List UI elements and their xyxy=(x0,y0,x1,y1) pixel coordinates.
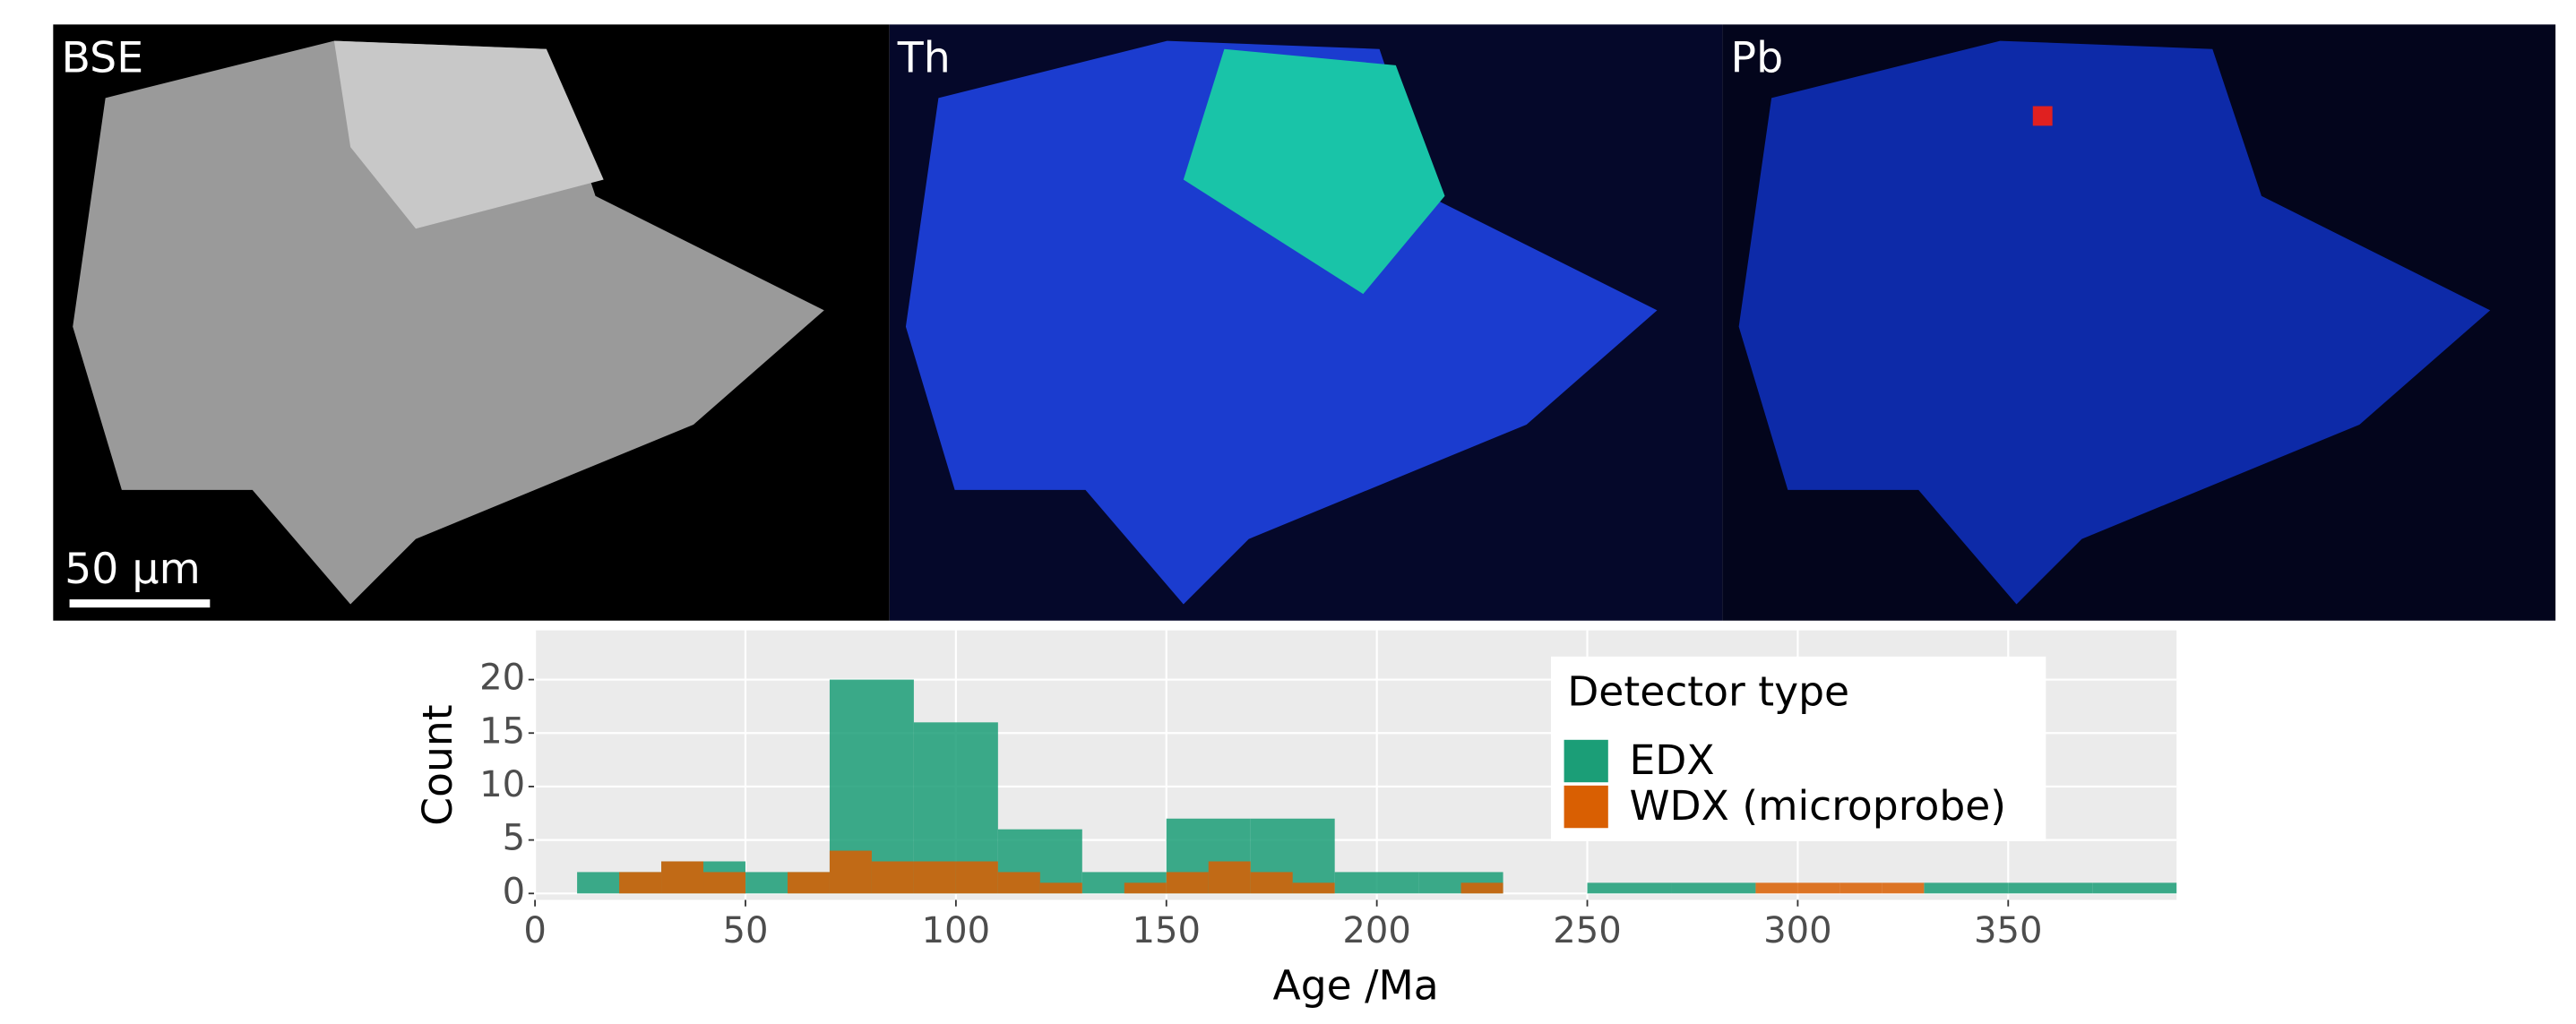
bar xyxy=(871,861,914,894)
legend-box xyxy=(1550,656,2046,841)
bar xyxy=(829,850,872,894)
bar xyxy=(787,872,830,894)
bar xyxy=(1124,882,1167,894)
bar xyxy=(1334,872,1419,894)
th-grain-bright xyxy=(1183,48,1445,295)
y-tick-label: 0 xyxy=(503,871,526,912)
bar xyxy=(955,861,998,894)
bar xyxy=(1587,882,1672,894)
bar xyxy=(997,872,1040,894)
bar xyxy=(913,861,956,894)
th-grains xyxy=(905,40,1658,605)
bse-grains xyxy=(73,40,824,605)
bar xyxy=(1292,882,1335,894)
legend-title: Detector type xyxy=(1567,667,1849,715)
bar xyxy=(1755,882,1798,894)
bar xyxy=(1839,882,1882,894)
bse-grain-bright xyxy=(333,40,604,229)
y-tick-label: 10 xyxy=(479,764,525,805)
x-tick-label: 50 xyxy=(722,910,768,951)
scale-bar-label: 50 µm xyxy=(65,545,201,594)
x-tick-label: 100 xyxy=(922,910,991,951)
bar xyxy=(1797,882,1840,894)
bar xyxy=(2092,882,2177,894)
legend-label: EDX xyxy=(1630,736,1715,784)
legend-label: WDX (microprobe) xyxy=(1630,782,2007,830)
bar xyxy=(1039,882,1082,894)
y-axis-label: Count xyxy=(414,704,461,825)
x-tick-label: 350 xyxy=(1974,910,2043,951)
y-tick-label: 20 xyxy=(479,658,525,699)
bar xyxy=(2008,882,2093,894)
image-panels: BSE Th Pb 50 µm xyxy=(53,24,2556,621)
x-tick-label: 150 xyxy=(1132,910,1201,951)
panel-label: Pb xyxy=(1731,33,1784,82)
x-tick-label: 0 xyxy=(523,910,547,951)
bar xyxy=(1208,861,1251,894)
bar xyxy=(1166,872,1209,894)
panel-label: BSE xyxy=(61,33,143,82)
scale-bar xyxy=(69,599,211,608)
bar xyxy=(1250,872,1293,894)
legend-key xyxy=(1564,739,1608,783)
bar xyxy=(1671,882,1756,894)
bar xyxy=(1460,882,1503,894)
x-tick-label: 250 xyxy=(1553,910,1622,951)
bar xyxy=(1882,882,1925,894)
bar xyxy=(619,872,662,894)
pb-hotspot xyxy=(2032,106,2053,126)
x-axis-label: Age /Ma xyxy=(1273,961,1439,1009)
x-tick-label: 200 xyxy=(1342,910,1411,951)
bar xyxy=(703,872,745,894)
y-tick-label: 5 xyxy=(503,818,526,859)
panel-label: Th xyxy=(897,33,951,82)
x-tick-label: 300 xyxy=(1763,910,1832,951)
legend-key xyxy=(1564,785,1608,829)
pb-grains xyxy=(1738,40,2491,605)
bar xyxy=(1924,882,2009,894)
bar xyxy=(661,861,704,894)
y-tick-label: 15 xyxy=(479,710,525,752)
